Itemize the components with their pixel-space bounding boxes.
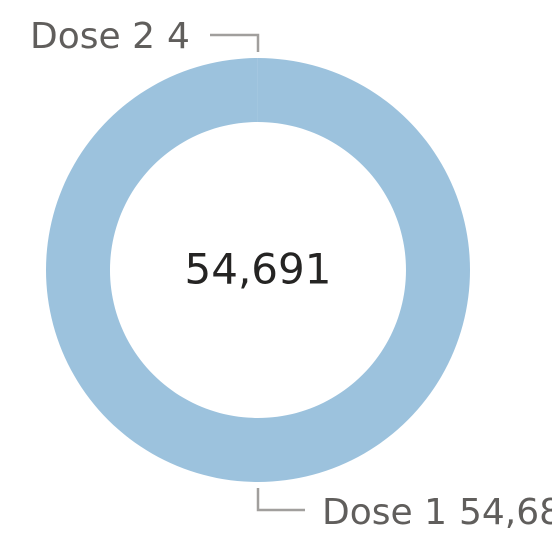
donut-slice — [46, 58, 471, 483]
category-name: Dose 2 — [30, 16, 155, 57]
category-name: Dose 1 — [322, 492, 447, 533]
data-label: Dose 2 4 — [30, 16, 190, 57]
center-total: 54,691 — [185, 245, 332, 294]
leader-line — [256, 488, 305, 512]
data-label: Dose 1 54,687 — [322, 492, 552, 533]
value-label: 54,687 — [459, 492, 552, 533]
leader-line — [210, 33, 260, 52]
value-label: 4 — [167, 16, 190, 57]
